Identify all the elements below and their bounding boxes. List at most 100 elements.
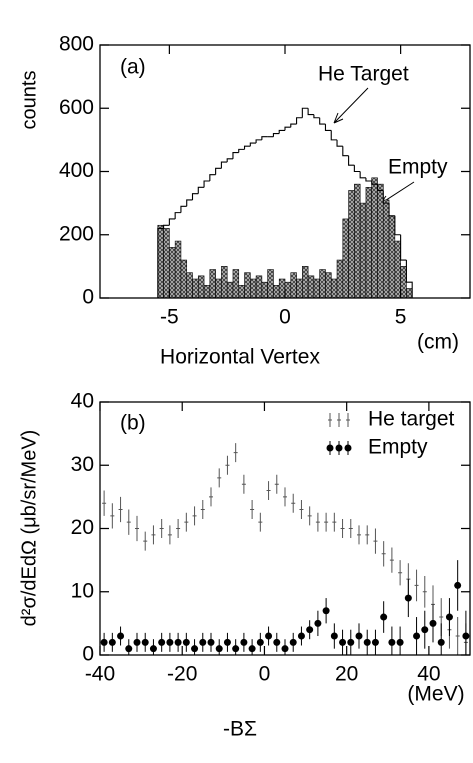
data-point bbox=[108, 638, 116, 646]
histogram-bar bbox=[209, 269, 216, 299]
data-point bbox=[355, 632, 363, 640]
histogram-step bbox=[405, 260, 413, 298]
histogram-step bbox=[255, 139, 262, 144]
histogram-bar bbox=[394, 240, 401, 299]
histogram-bar bbox=[174, 240, 182, 299]
data-point bbox=[100, 638, 108, 646]
legend-swatch bbox=[335, 444, 343, 452]
histogram-step bbox=[278, 129, 285, 134]
x-tick-label: -5 bbox=[160, 306, 179, 329]
y-tick-label: 0 bbox=[82, 286, 94, 309]
error-bar bbox=[225, 455, 230, 475]
error-bar bbox=[151, 525, 156, 545]
y-tick-label: 0 bbox=[82, 643, 94, 666]
histogram-bar bbox=[250, 278, 257, 299]
error-bar bbox=[389, 547, 394, 573]
histogram-bar bbox=[203, 285, 211, 299]
histogram-bar bbox=[232, 269, 240, 299]
panel-label: (a) bbox=[120, 56, 146, 79]
histogram-bar bbox=[244, 272, 251, 299]
histogram-bar bbox=[180, 259, 188, 299]
x-tick-label: -20 bbox=[167, 663, 197, 686]
data-point bbox=[421, 626, 429, 634]
histogram-bar bbox=[336, 259, 344, 299]
histogram-step bbox=[301, 107, 309, 118]
data-point bbox=[240, 638, 248, 646]
error-bar bbox=[373, 528, 378, 554]
data-point bbox=[322, 607, 330, 615]
error-bar bbox=[332, 512, 337, 532]
legend-label: He target bbox=[368, 408, 455, 431]
panel-label: (b) bbox=[120, 412, 146, 435]
data-point bbox=[174, 638, 182, 646]
histogram-bar bbox=[284, 281, 292, 299]
histogram-step bbox=[168, 218, 176, 226]
error-bar bbox=[176, 519, 181, 538]
data-point bbox=[462, 632, 470, 640]
x-tick-label: -40 bbox=[85, 663, 115, 686]
data-point bbox=[388, 638, 396, 646]
y-tick-label: 600 bbox=[59, 96, 94, 119]
histogram-bar bbox=[307, 275, 315, 299]
error-bar bbox=[348, 519, 353, 538]
histogram-step bbox=[209, 174, 216, 181]
histogram-step bbox=[197, 186, 205, 194]
histogram-bar bbox=[157, 224, 164, 299]
histogram-step bbox=[382, 190, 390, 204]
data-point bbox=[248, 645, 256, 653]
annotation: He Target bbox=[318, 63, 409, 86]
error-bar bbox=[315, 512, 320, 532]
histogram-bar bbox=[163, 228, 170, 299]
error-bar bbox=[299, 500, 304, 520]
histogram-bar bbox=[267, 269, 274, 299]
error-bar bbox=[241, 474, 246, 494]
y-tick-label: 10 bbox=[71, 579, 94, 602]
error-bar bbox=[233, 443, 238, 463]
histogram-step bbox=[313, 114, 320, 119]
error-bar bbox=[422, 575, 427, 608]
error-bar bbox=[381, 541, 386, 567]
error-bar bbox=[159, 519, 164, 538]
data-point bbox=[306, 626, 314, 634]
histogram-step bbox=[348, 155, 355, 166]
histogram-step bbox=[157, 227, 164, 298]
data-point bbox=[158, 638, 166, 646]
data-point bbox=[289, 638, 297, 646]
error-bar bbox=[167, 525, 172, 545]
histogram-step bbox=[400, 234, 407, 261]
x-tick-label: 0 bbox=[279, 306, 291, 329]
histogram-step bbox=[319, 117, 326, 125]
histogram-step bbox=[336, 139, 343, 147]
histogram-step bbox=[290, 123, 297, 128]
data-point bbox=[149, 645, 157, 653]
histogram-bar bbox=[400, 266, 407, 299]
data-point bbox=[199, 638, 207, 646]
histogram-bar bbox=[371, 177, 378, 299]
histogram-step bbox=[330, 130, 338, 141]
legend-swatch bbox=[328, 413, 332, 427]
histogram-bar bbox=[296, 278, 303, 299]
error-bar bbox=[217, 468, 222, 488]
data-point bbox=[191, 645, 199, 653]
arrow bbox=[333, 87, 369, 124]
data-point bbox=[413, 632, 421, 640]
data-point bbox=[347, 638, 355, 646]
histogram-step bbox=[238, 148, 245, 153]
data-point bbox=[396, 638, 404, 646]
x-axis-label: -BΣ bbox=[223, 718, 257, 741]
y-axis-label: counts bbox=[18, 71, 40, 130]
y-tick-label: 400 bbox=[59, 159, 94, 182]
error-bar bbox=[143, 531, 148, 551]
error-bar bbox=[126, 509, 131, 535]
histogram-bar bbox=[382, 199, 390, 299]
error-bar bbox=[414, 569, 419, 602]
data-point bbox=[454, 581, 462, 589]
data-point bbox=[125, 645, 133, 653]
x-tick-label: 0 bbox=[259, 663, 271, 686]
error-bar bbox=[184, 512, 189, 532]
data-point bbox=[429, 619, 437, 627]
error-bar bbox=[398, 560, 403, 586]
histogram-step bbox=[191, 193, 199, 200]
histogram-step bbox=[226, 158, 233, 163]
histogram-bar bbox=[261, 281, 268, 299]
